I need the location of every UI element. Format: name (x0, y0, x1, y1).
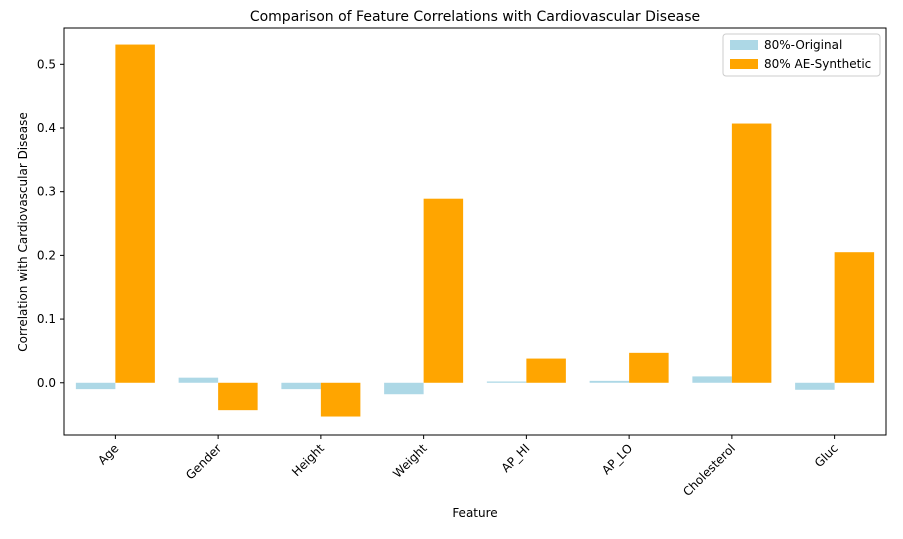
chart-title: Comparison of Feature Correlations with … (250, 9, 700, 25)
x-axis: Age Gender Height Weight AP_HI AP_LO Cholester… (95, 435, 841, 499)
legend-label-80-original: 80%-Original (764, 38, 842, 52)
bar-80-ae-synthetic-height (320, 382, 361, 417)
bar-80-ae-synthetic-gluc (834, 252, 875, 383)
x-axis-label: Feature (452, 506, 497, 520)
bar-80-ae-synthetic-age (115, 44, 155, 383)
x-tick-label-height: Height (289, 441, 327, 479)
x-tick-label-weight: Weight (390, 441, 430, 481)
bar-80-ae-synthetic-ap-hi (526, 358, 566, 383)
x-tick-label-age: Age (95, 441, 121, 467)
y-axis-label: Correlation with Cardiovascular Disease (16, 112, 30, 352)
plot-area-frame (63, 27, 887, 436)
y-axis: 0.0 0.1 0.2 0.3 0.4 0.5 (37, 57, 64, 390)
legend-swatch-80-original (730, 40, 758, 50)
y-tick-label: 0.1 (37, 312, 56, 326)
bar-80-original-weight (384, 382, 424, 395)
bar-80-original-gluc (795, 382, 835, 390)
bar-80-ae-synthetic-ap-lo (629, 352, 669, 383)
y-tick-label: 0.5 (37, 57, 56, 71)
legend-swatch-80-ae-synthetic (730, 59, 758, 69)
legend: 80%-Original 80% AE-Synthetic (722, 33, 881, 77)
bar-80-original-ap-lo (589, 380, 630, 383)
legend-box (722, 33, 881, 77)
bar-80-ae-synthetic-gender (218, 382, 258, 411)
bar-80-ae-synthetic-weight (423, 198, 464, 383)
x-tick-label-gluc: Gluc (812, 441, 841, 470)
x-tick-label-ap-lo: AP_LO (599, 441, 635, 477)
bar-80-original-ap-hi (486, 381, 527, 383)
x-tick-label-gender: Gender (183, 441, 224, 482)
x-tick-label-ap-hi: AP_HI (499, 441, 533, 475)
bar-80-original-cholesterol (692, 376, 732, 383)
y-tick-label: 0.2 (37, 248, 56, 262)
y-tick-label: 0.3 (37, 185, 56, 199)
bars-layer (75, 44, 875, 417)
bar-80-original-height (281, 382, 321, 390)
legend-label-80-ae-synthetic: 80% AE-Synthetic (764, 57, 871, 71)
bar-80-original-gender (178, 377, 219, 383)
bar-80-ae-synthetic-cholesterol (731, 123, 772, 383)
x-tick-label-cholesterol: Cholesterol (680, 441, 738, 499)
y-tick-label: 0.4 (37, 121, 56, 135)
y-tick-label: 0.0 (37, 376, 56, 390)
bar-80-original-age (75, 382, 116, 390)
